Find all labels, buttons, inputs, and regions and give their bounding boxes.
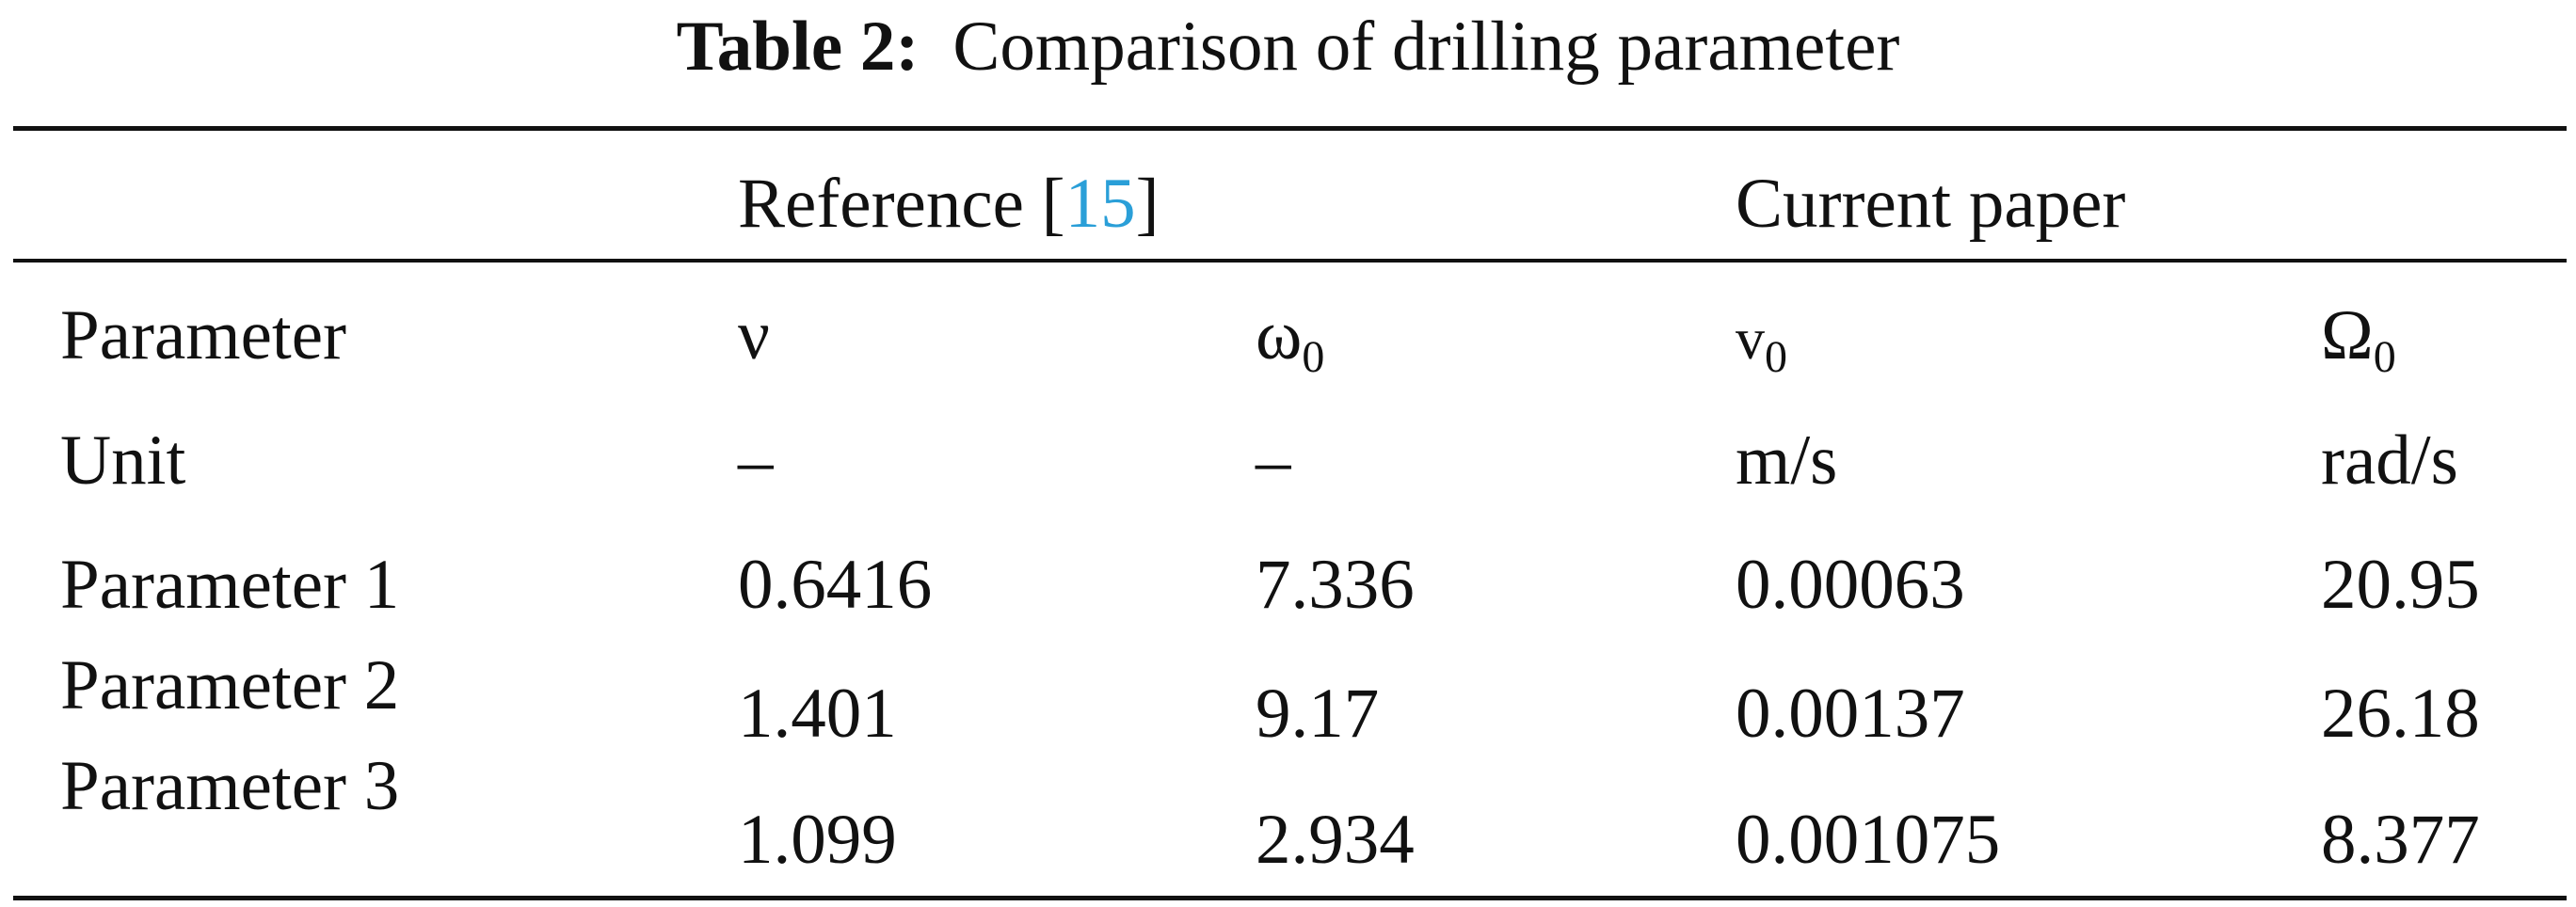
row-1-cur-v: 0.00063: [1736, 546, 1965, 624]
column-header-cur-omega: Ω0: [2321, 294, 2396, 400]
table-mid-rule: [13, 259, 2567, 263]
table-caption-label: Table 2:: [676, 8, 920, 86]
column-header-cur-omega-base: Ω: [2321, 296, 2374, 374]
column-header-ref-omega-sub: 0: [1302, 332, 1325, 382]
unit-ref-omega: –: [1256, 422, 1291, 500]
row-name-3: Parameter 3: [60, 747, 400, 825]
group-header-current: Current paper: [1736, 165, 2126, 243]
table-top-rule: [13, 126, 2567, 131]
row-2-cur-omega: 26.18: [2321, 675, 2480, 753]
column-header-cur-v-sub: 0: [1765, 332, 1787, 382]
row-1-cur-omega: 20.95: [2321, 546, 2480, 624]
group-header-reference: Reference [15]: [738, 162, 1160, 247]
unit-ref-nu: –: [738, 422, 774, 500]
row-name-1: Parameter 1: [60, 546, 400, 624]
row-3-cur-v: 0.001075: [1736, 801, 2001, 879]
column-header-ref-omega-base: ω: [1256, 296, 1303, 374]
column-header-cur-v: v0: [1736, 294, 1787, 400]
column-header-ref-nu: ν: [738, 296, 770, 374]
table-bottom-rule: [13, 896, 2567, 900]
column-header-cur-v-base: v: [1736, 308, 1765, 372]
row-1-ref-omega: 7.336: [1256, 546, 1415, 624]
column-header-cur-omega-sub: 0: [2373, 332, 2396, 382]
column-header-parameter: Parameter: [60, 296, 346, 374]
row-2-cur-v: 0.00137: [1736, 675, 1965, 753]
unit-cur-omega: rad/s: [2321, 422, 2458, 500]
row-2-ref-nu: 1.401: [738, 675, 897, 753]
row-name-2: Parameter 2: [60, 646, 400, 724]
citation-link[interactable]: 15: [1064, 165, 1136, 243]
row-3-ref-nu: 1.099: [738, 801, 897, 879]
group-header-reference-close: ]: [1135, 165, 1160, 243]
group-header-reference-label: Reference [: [738, 165, 1065, 243]
table-caption-text: Comparison of drilling parameter: [952, 8, 1900, 86]
row-2-ref-omega: 9.17: [1256, 675, 1380, 753]
row-1-ref-nu: 0.6416: [738, 546, 933, 624]
row-3-cur-omega: 8.377: [2321, 801, 2480, 879]
row-3-ref-omega: 2.934: [1256, 801, 1415, 879]
unit-label: Unit: [60, 422, 186, 500]
table-caption: Table 2: Comparison of drilling parameter: [0, 0, 2576, 94]
column-header-ref-omega: ω0: [1256, 294, 1324, 400]
unit-cur-v: m/s: [1736, 422, 1838, 500]
